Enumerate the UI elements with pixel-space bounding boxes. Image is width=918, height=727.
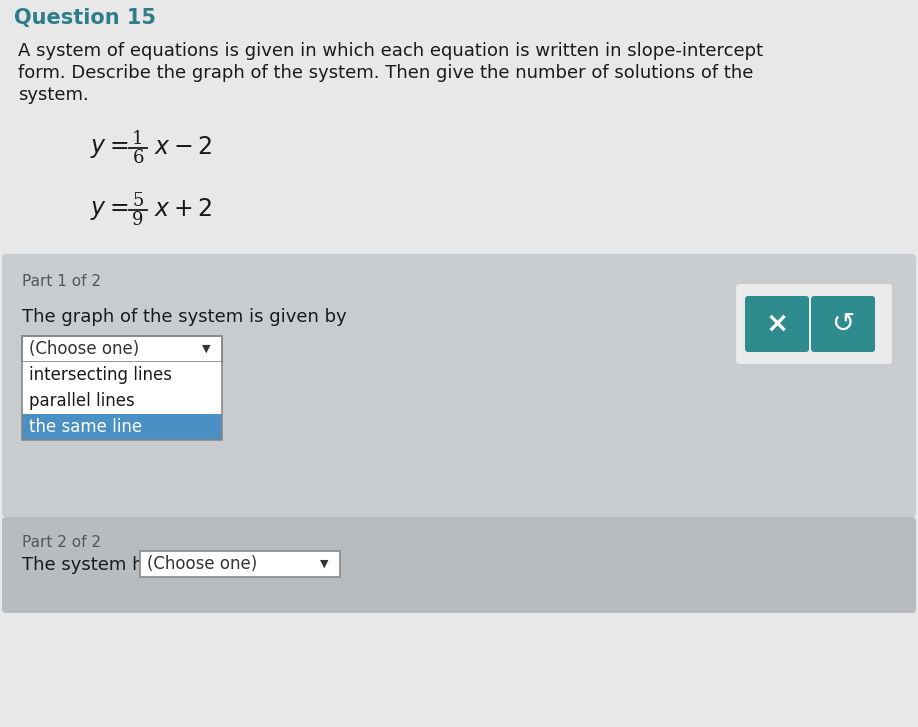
Text: $y=$: $y=$	[90, 137, 129, 159]
FancyBboxPatch shape	[22, 362, 222, 388]
Text: 1: 1	[132, 130, 144, 148]
Text: system.: system.	[18, 86, 89, 104]
FancyBboxPatch shape	[745, 296, 809, 352]
Text: 6: 6	[132, 149, 144, 167]
Text: (Choose one): (Choose one)	[147, 555, 257, 573]
Text: ↺: ↺	[832, 310, 855, 338]
Text: ×: ×	[766, 310, 789, 338]
Text: the same line: the same line	[29, 418, 142, 436]
FancyBboxPatch shape	[140, 551, 340, 577]
Text: Question 15: Question 15	[14, 8, 156, 28]
Text: parallel lines: parallel lines	[29, 392, 135, 410]
Text: form. Describe the graph of the system. Then give the number of solutions of the: form. Describe the graph of the system. …	[18, 64, 754, 82]
Text: 9: 9	[132, 211, 144, 229]
FancyBboxPatch shape	[2, 254, 916, 517]
FancyBboxPatch shape	[22, 336, 222, 362]
Text: $x+2$: $x+2$	[154, 198, 212, 222]
Text: Part 2 of 2: Part 2 of 2	[22, 535, 101, 550]
Text: ▼: ▼	[319, 559, 328, 569]
Text: Part 1 of 2: Part 1 of 2	[22, 274, 101, 289]
Text: $y=$: $y=$	[90, 198, 129, 222]
FancyBboxPatch shape	[22, 414, 222, 440]
Text: $x-2$: $x-2$	[154, 137, 212, 159]
Text: intersecting lines: intersecting lines	[29, 366, 172, 384]
Text: The system has: The system has	[22, 556, 164, 574]
FancyBboxPatch shape	[811, 296, 875, 352]
Text: ▼: ▼	[201, 344, 210, 354]
Text: A system of equations is given in which each equation is written in slope-interc: A system of equations is given in which …	[18, 42, 763, 60]
FancyBboxPatch shape	[22, 388, 222, 414]
FancyBboxPatch shape	[735, 283, 893, 365]
FancyBboxPatch shape	[2, 517, 916, 613]
Text: The graph of the system is given by: The graph of the system is given by	[22, 308, 347, 326]
Text: (Choose one): (Choose one)	[29, 340, 140, 358]
Text: 5: 5	[132, 192, 144, 210]
